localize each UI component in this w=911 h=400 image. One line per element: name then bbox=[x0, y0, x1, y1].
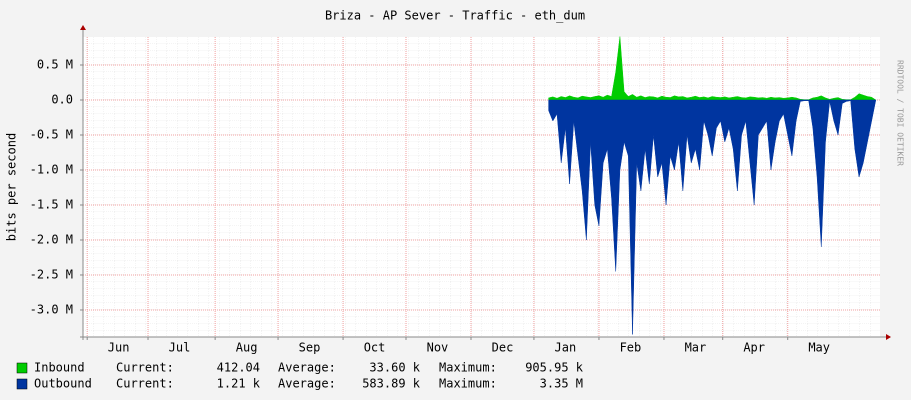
stat-label: Average: bbox=[278, 361, 336, 375]
legend-label: Inbound bbox=[34, 361, 85, 375]
legend-swatch bbox=[16, 362, 28, 374]
chart-title: Briza - AP Sever - Traffic - eth_dum bbox=[325, 9, 585, 23]
y-tick-label: -2.5 M bbox=[30, 267, 73, 281]
stat-value: 905.95 k bbox=[525, 361, 584, 375]
x-tick-label: Jan bbox=[555, 341, 577, 355]
watermark: RRDTOOL / TOBI OETIKER bbox=[896, 60, 905, 166]
x-tick-label: Mar bbox=[685, 341, 707, 355]
x-tick-label: Dec bbox=[492, 341, 514, 355]
axes: -3.0 M -2.5 M -2.0 M -1.5 M -1.0 M -0.5 M 0.0 0… bbox=[30, 25, 891, 355]
stat-label: Maximum: bbox=[439, 377, 497, 391]
y-tick-label: -1.0 M bbox=[30, 162, 73, 176]
legend: Inbound Current: 412.04 Average: 33.60 k Maxi… bbox=[16, 361, 584, 391]
x-tick-label: Sep bbox=[299, 341, 321, 355]
stat-value: 1.21 k bbox=[217, 377, 261, 391]
stat-value: 412.04 bbox=[217, 361, 260, 375]
y-tick-label: -1.5 M bbox=[30, 197, 73, 211]
x-tick-label: Apr bbox=[743, 341, 765, 355]
x-tick-label: Jun bbox=[108, 341, 130, 355]
y-axis-label: bits per second bbox=[5, 133, 19, 241]
areas bbox=[548, 36, 877, 335]
x-tick-label: Aug bbox=[236, 341, 258, 355]
stat-value: 33.60 k bbox=[369, 361, 420, 375]
series-area bbox=[548, 99, 877, 335]
stat-label: Maximum: bbox=[439, 361, 497, 375]
stat-value: 3.35 M bbox=[540, 377, 583, 391]
legend-swatch bbox=[16, 378, 28, 390]
legend-label: Outbound bbox=[34, 377, 92, 391]
stat-label: Current: bbox=[116, 361, 174, 375]
x-tick-label: Oct bbox=[364, 341, 386, 355]
stat-value: 583.89 k bbox=[362, 377, 421, 391]
x-tick-label: Jul bbox=[169, 341, 191, 355]
y-tick-label: 0.5 M bbox=[37, 57, 73, 71]
stat-label: Current: bbox=[116, 377, 174, 391]
x-arrow bbox=[886, 334, 891, 340]
y-arrow bbox=[80, 25, 86, 30]
y-tick-label: -0.5 M bbox=[30, 127, 73, 141]
minor-grid bbox=[83, 37, 880, 337]
y-tick-label: 0.0 bbox=[51, 92, 73, 106]
x-tick-label: May bbox=[808, 341, 830, 355]
series-area bbox=[548, 36, 877, 101]
x-tick-label: Nov bbox=[427, 341, 449, 355]
y-tick-label: -3.0 M bbox=[30, 302, 73, 316]
stat-label: Average: bbox=[278, 377, 336, 391]
y-tick-label: -2.0 M bbox=[30, 232, 73, 246]
x-tick-label: Feb bbox=[620, 341, 642, 355]
